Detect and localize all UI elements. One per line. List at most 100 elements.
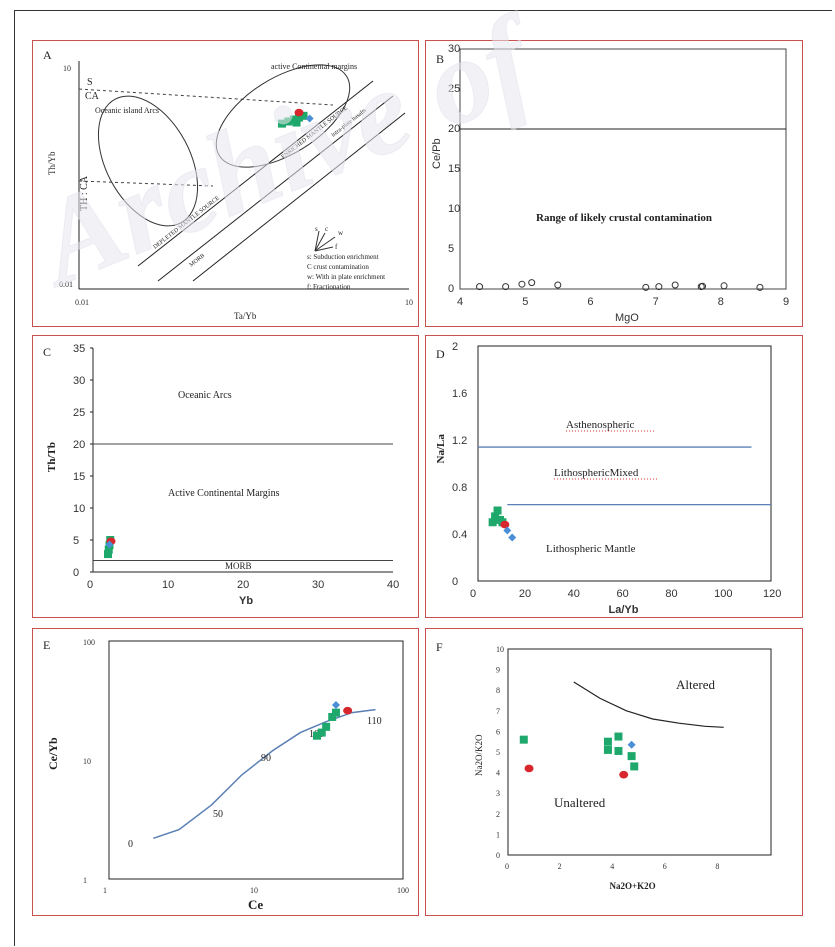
b-x-tick-1: 5 [522,296,528,308]
d-region-1: LithosphericMixed [554,467,639,479]
d-region-0: Asthenospheric [566,419,635,431]
b-x-tick-4: 8 [718,296,724,308]
d-x-tick-1: 20 [519,588,531,600]
e-x-tick-0: 1 [103,886,107,895]
panel-c: 0 5 10 15 20 25 30 35 0 10 20 30 40 Yb Th/Tb Oceanic Ar… [32,335,419,618]
b-point-6 [655,283,663,291]
a-vec-label-1: c [325,225,328,233]
b-x-tick-5: 9 [783,296,789,308]
marker-blue-diamond-7 [627,740,636,749]
b-point-3 [528,279,536,287]
panel-letter-c: C [43,345,51,359]
c-x-label: Yb [239,595,253,607]
f-y-tick-0: 0 [496,851,500,860]
f-y-tick-4: 4 [496,769,500,778]
c-y-tick-6: 30 [73,375,85,387]
panel-a: 10 0.01 0.01 10 Ta/Yb Th/Yb S CA TH : CA Oceanic … [32,40,419,327]
c-y-tick-3: 15 [73,471,85,483]
marker-red-circle-6 [294,108,304,117]
marker-green-square-5 [627,752,636,761]
marker-green-square-1 [491,512,500,521]
b-annotation: Range of likely crustal contamination [536,212,712,224]
f-y-tick-5: 5 [496,748,500,757]
marker-blue-diamond-5 [105,540,114,549]
marker-green-square-0 [519,735,528,744]
e-curve-label-2: 90 [261,753,271,764]
f-x-label: Na2O+K2O [610,881,656,891]
marker-green-square-3 [295,113,303,122]
panel-letter-a: A [43,48,52,62]
f-y-tick-2: 2 [496,810,500,819]
c-y-tick-5: 25 [73,407,85,419]
panel-letter-f: F [436,640,443,654]
marker-green-square-0 [277,119,286,128]
a-oceanic-arcs-field [97,95,199,227]
c-x-tick-4: 40 [387,579,399,591]
b-x-tick-3: 7 [653,296,659,308]
f-region-1: Unaltered [554,795,606,810]
b-y-tick-6: 30 [448,43,460,55]
a-vec-w [314,236,336,252]
c-x-tick-3: 30 [312,579,324,591]
a-active-margin-field [215,64,351,168]
e-curve-label-4: 110 [367,716,382,727]
c-y-tick-7: 35 [73,343,85,355]
a-y-tick-top: 10 [63,64,71,73]
d-y-tick-4: 1.6 [452,388,467,400]
e-x-tick-1: 10 [250,886,258,895]
b-x-tick-0: 4 [457,296,463,308]
f-y-tick-10: 10 [496,645,504,654]
b-point-11 [756,283,764,291]
d-y-tick-5: 2 [452,341,458,353]
marker-green-square-2 [493,506,502,515]
a-vec-label-2: w [338,229,344,237]
f-y-tick-9: 9 [496,666,500,675]
marker-blue-diamond-7 [508,533,517,542]
b-point-1 [502,283,510,291]
f-plot-frame [507,648,772,856]
marker-green-square-5 [292,118,301,127]
b-point-9 [699,282,707,290]
f-x-tick-4: 8 [715,862,719,871]
marker-green-square-0 [488,518,497,527]
c-y-label: Th/Tb [46,442,58,472]
d-y-tick-1: 0.4 [452,529,467,541]
e-curve-label-0: 0 [128,839,133,850]
c-x-tick-1: 10 [162,579,174,591]
b-point-2 [518,280,526,288]
a-label-dms: DEPLETED MANTLE SOURCE [153,195,222,250]
d-y-tick-3: 1.2 [452,435,467,447]
marker-green-square-4 [614,746,623,755]
panel-letter-d: D [436,347,445,361]
marker-red-circle-5 [500,520,510,529]
marker-green-square-6 [630,762,639,771]
f-boundary-curve [573,681,724,728]
c-y-tick-0: 0 [73,567,79,579]
d-region-2: Lithospheric Mantle [546,543,636,555]
marker-green-square-1 [284,117,293,126]
a-x-label: Ta/Yb [234,311,257,321]
a-label-ca: CA [85,91,100,102]
a-vec-c [314,232,326,252]
b-x-label: MgO [615,312,639,324]
marker-green-square-3 [328,712,337,721]
marker-green-square-0 [313,731,322,740]
d-y-tick-2: 0.8 [452,482,467,494]
f-x-tick-0: 0 [505,862,509,871]
panel-b: 0 5 10 15 20 25 30 4 5 6 7 8 9 MgO Ce/Pb Range of likel… [425,40,803,327]
d-y-tick-0: 0 [452,576,458,588]
marker-green-square-0 [104,550,112,559]
f-x-tick-3: 6 [663,862,667,871]
f-x-tick-2: 4 [610,862,614,871]
b-y-tick-3: 15 [448,163,460,175]
f-y-label: Na2O/K2O [474,734,484,776]
d-x-tick-3: 60 [617,588,629,600]
marker-blue-diamond-7 [305,114,314,123]
e-mixing-curve [153,708,376,840]
d-x-tick-5: 100 [714,588,732,600]
marker-red-circle-8 [524,764,534,773]
b-y-tick-5: 25 [448,83,460,95]
f-y-tick-7: 7 [496,707,500,716]
e-y-tick-0: 100 [83,638,95,647]
e-y-tick-1: 10 [83,757,91,766]
